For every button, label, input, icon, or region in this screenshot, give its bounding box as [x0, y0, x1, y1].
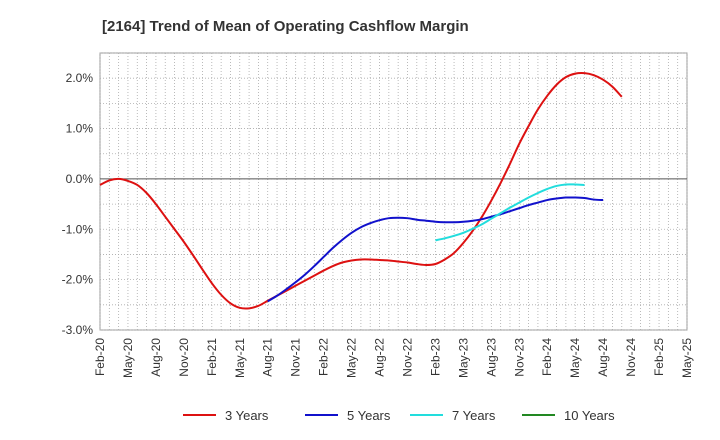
series-line-5-years — [267, 196, 604, 303]
legend-label-7-years: 7 Years — [452, 408, 496, 423]
y-tick-label: 0.0% — [66, 172, 94, 186]
plot-area — [99, 52, 688, 331]
legend-label-3-years: 3 Years — [225, 408, 269, 423]
x-tick-label: May-23 — [456, 338, 470, 378]
legend-label-5-years: 5 Years — [347, 408, 391, 423]
x-tick-label: Feb-20 — [93, 338, 107, 376]
x-tick-label: Nov-24 — [624, 338, 638, 377]
chart-title: [2164] Trend of Mean of Operating Cashfl… — [102, 18, 469, 35]
x-tick-label: Feb-23 — [428, 338, 442, 376]
x-tick-label: Aug-23 — [484, 338, 498, 377]
x-tick-label: Nov-21 — [289, 338, 303, 377]
x-tick-label: Nov-23 — [512, 338, 526, 377]
x-tick-label: Aug-22 — [373, 338, 387, 377]
x-tick-label: Nov-22 — [400, 338, 414, 377]
x-tick-label: Nov-20 — [177, 338, 191, 377]
x-tick-label: May-25 — [680, 338, 694, 378]
x-tick-label: May-21 — [233, 338, 247, 378]
x-tick-label: Feb-25 — [652, 338, 666, 376]
x-tick-label: Feb-24 — [540, 338, 554, 376]
axes: -3.0% -2.0% -1.0% 0.0% 1.0% 2.0% Feb-20 May-20 A… — [62, 71, 694, 378]
x-tick-label: May-22 — [345, 338, 359, 378]
x-tick-label: Aug-24 — [596, 338, 610, 377]
x-tick-label: May-24 — [568, 338, 582, 378]
grid — [99, 52, 688, 331]
x-tick-label: Feb-21 — [205, 338, 219, 376]
legend: 3 Years 5 Years 7 Years 10 Years — [183, 408, 615, 423]
legend-label-10-years: 10 Years — [564, 408, 615, 423]
x-tick-label: Aug-20 — [149, 338, 163, 377]
x-tick-label: May-20 — [121, 338, 135, 378]
y-tick-label: -3.0% — [62, 323, 94, 337]
series-group — [99, 72, 623, 310]
series-line-7-years — [435, 183, 585, 242]
y-tick-label: -1.0% — [62, 222, 94, 236]
x-tick-label: Aug-21 — [261, 338, 275, 377]
y-tick-label: 2.0% — [66, 71, 94, 85]
y-tick-label: 1.0% — [66, 122, 94, 136]
x-tick-label: Feb-22 — [317, 338, 331, 376]
series-line-3-years — [99, 72, 623, 310]
y-tick-label: -2.0% — [62, 273, 94, 287]
